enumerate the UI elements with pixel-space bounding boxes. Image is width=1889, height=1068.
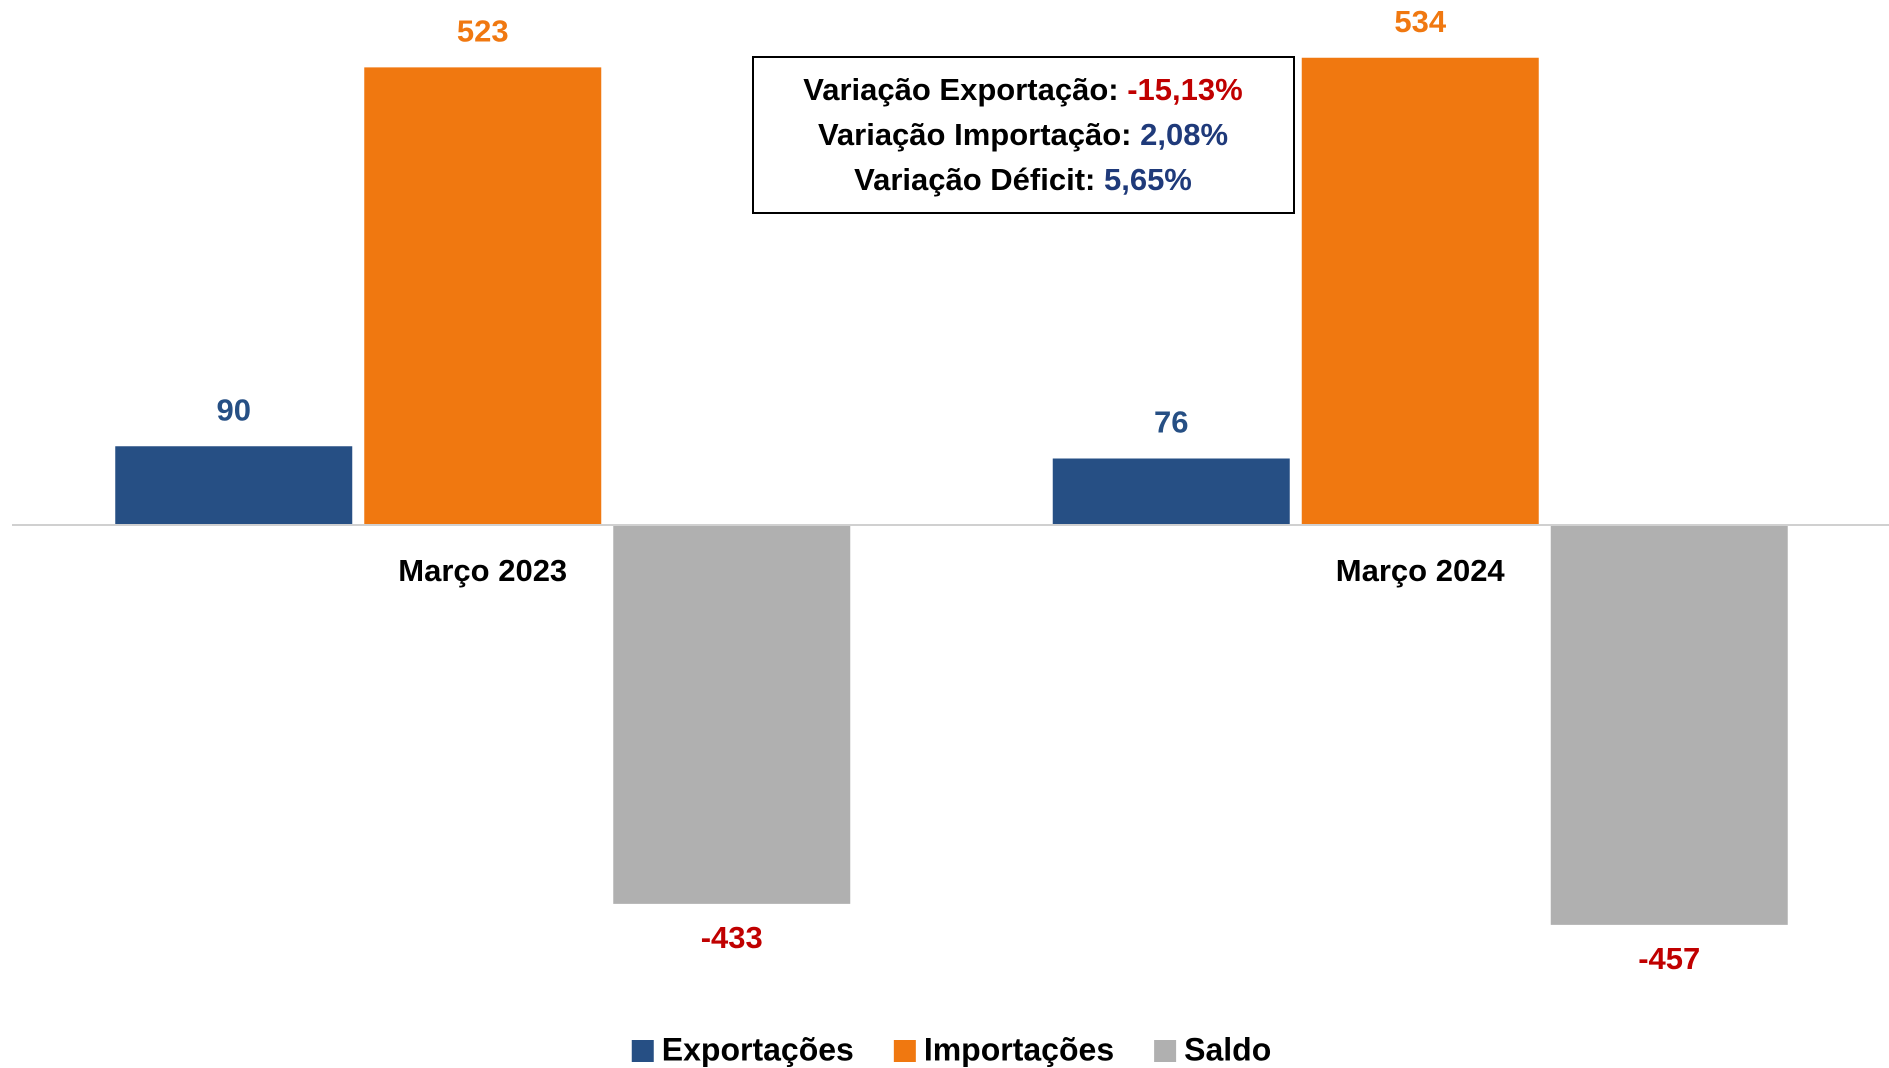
annotation-label: Variação Exportação:	[803, 72, 1118, 107]
legend-label: Importações	[924, 1031, 1114, 1067]
data-label: 523	[457, 14, 509, 49]
annotation: Variação Importação: 2,08%	[818, 117, 1228, 152]
annotation-label: Variação Importação:	[818, 117, 1132, 152]
annotation-label: Variação Déficit:	[854, 162, 1095, 197]
annotation-value: 5,65%	[1104, 162, 1192, 197]
bar	[1052, 458, 1290, 525]
annotation-value: -15,13%	[1127, 72, 1242, 107]
data-label: 534	[1394, 4, 1446, 39]
legend-swatch	[631, 1040, 654, 1062]
legend-swatch	[1154, 1040, 1177, 1062]
annotation-value: 2,08%	[1140, 117, 1228, 152]
data-label: 90	[217, 392, 251, 427]
x-tick-label: Março 2023	[398, 553, 567, 588]
x-tick-label: Março 2024	[1336, 553, 1506, 588]
bar	[364, 67, 602, 525]
annotation: Variação Déficit: 5,65%	[854, 162, 1192, 197]
bar	[1550, 525, 1788, 925]
legend-swatch	[893, 1040, 916, 1062]
bar	[1301, 57, 1539, 525]
bar	[613, 525, 851, 904]
annotation-box	[752, 56, 1295, 214]
annotation: Variação Exportação: -15,13%	[803, 72, 1242, 107]
bar	[115, 446, 353, 525]
data-label: -457	[1638, 941, 1700, 976]
data-label: 76	[1154, 405, 1188, 440]
legend-label: Exportações	[662, 1031, 854, 1067]
data-label: -433	[701, 920, 763, 955]
legend-label: Saldo	[1184, 1031, 1271, 1067]
legend: Exportações Importações Saldo	[631, 1031, 1271, 1067]
